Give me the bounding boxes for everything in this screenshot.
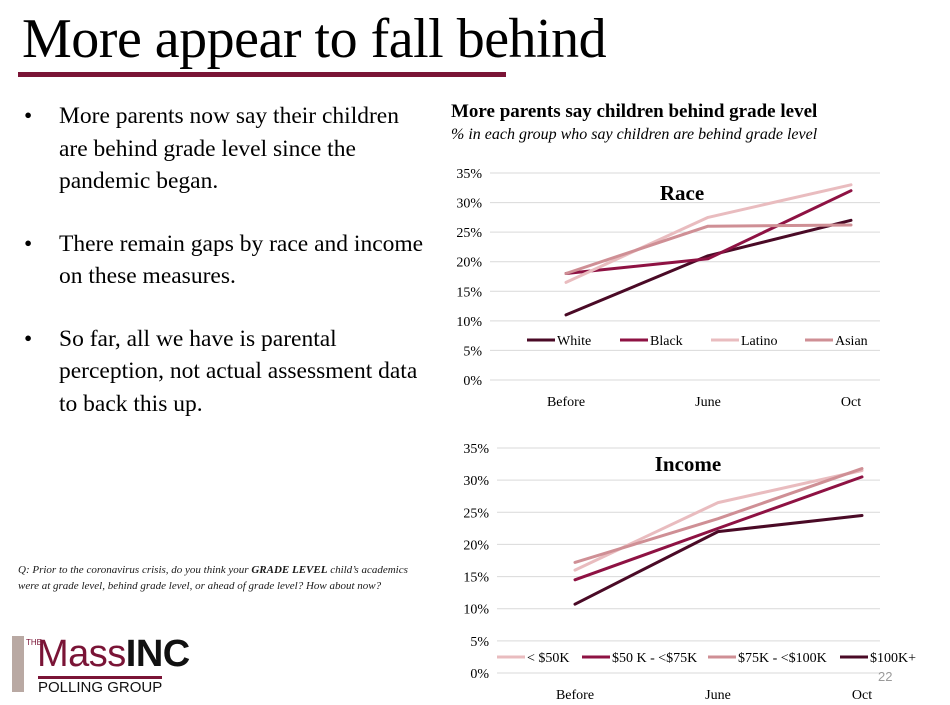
bullet-item: • There remain gaps by race and income o… [24, 228, 424, 293]
race-x-tick-label: Oct [841, 395, 861, 410]
chart-title: More parents say children behind grade l… [451, 101, 818, 122]
income-series-line-2 [573, 475, 864, 582]
bullet-item: • More parents now say their children ar… [24, 100, 424, 198]
question-suffix: child’s academics were at grade level, b… [18, 564, 408, 592]
income-y-tick-label: 30% [463, 474, 489, 489]
race-y-tick-label: 20% [456, 256, 482, 271]
income-y-tick-label: 25% [463, 506, 489, 521]
race-y-tick-label: 15% [456, 285, 482, 300]
race-y-tick-label: 25% [456, 226, 482, 241]
logo-the: THE [26, 638, 42, 647]
bullet-marker: • [24, 325, 33, 352]
race-legend-label: Latino [741, 334, 778, 349]
income-series-line-4 [573, 514, 864, 606]
logo-bar [12, 636, 24, 692]
race-x-tick-label: June [695, 395, 721, 410]
income-y-tick-label: 5% [470, 635, 489, 650]
race-y-tick-label: 35% [456, 167, 482, 182]
logo-inc: INC [125, 633, 190, 675]
race-y-tick-label: 5% [463, 344, 482, 359]
bullet-text: So far, all we have is parental percepti… [59, 325, 418, 417]
bullet-text: More parents now say their children are … [59, 103, 399, 194]
slide-title: More appear to fall behind [22, 8, 607, 70]
bullet-list: • More parents now say their children ar… [24, 100, 424, 450]
income-y-tick-label: 15% [463, 571, 489, 586]
title-underline [18, 72, 506, 77]
income-y-tick-label: 35% [463, 442, 489, 457]
logo-mass: Mass [37, 633, 126, 675]
income-y-tick-label: 10% [463, 603, 489, 618]
race-legend-label: White [557, 334, 591, 349]
question-prefix: Q: Prior to the coronavirus crisis, do y… [18, 564, 252, 576]
race-series-line-1 [564, 218, 853, 317]
survey-question: Q: Prior to the coronavirus crisis, do y… [18, 562, 408, 594]
income-legend-label: $75K - <$100K [738, 651, 827, 666]
logo-wordmark: MassINC [37, 632, 190, 676]
race-series-line-3 [564, 183, 853, 284]
income-panel-title: Income [655, 452, 722, 476]
income-x-tick-label: Before [556, 688, 594, 703]
logo-polling-group: POLLING GROUP [38, 676, 163, 697]
race-legend-label: Asian [835, 334, 868, 349]
race-x-tick-label: Before [547, 395, 585, 410]
race-legend-label: Black [650, 334, 683, 349]
race-series-line-2 [564, 189, 853, 275]
bullet-text: There remain gaps by race and income on … [59, 230, 424, 290]
income-x-tick-label: Oct [852, 688, 872, 703]
race-y-tick-label: 30% [456, 197, 482, 212]
income-series-line-3 [573, 467, 864, 564]
income-legend-label: < $50K [527, 651, 570, 666]
income-y-tick-label: 20% [463, 538, 489, 553]
bullet-marker: • [24, 103, 33, 129]
income-x-tick-label: June [705, 688, 731, 703]
race-y-tick-label: 0% [463, 374, 482, 389]
massinc-logo: THE MassINC POLLING GROUP [12, 633, 222, 697]
race-y-tick-label: 10% [456, 315, 482, 330]
page-number: 22 [878, 669, 893, 684]
bullet-marker: • [24, 230, 33, 257]
income-legend-label: $50 K - <$75K [612, 651, 697, 666]
chart-header: More parents say children behind grade l… [451, 100, 941, 145]
bullet-item: • So far, all we have is parental percep… [24, 323, 424, 421]
chart-subtitle: % in each group who say children are beh… [451, 126, 818, 143]
income-y-tick-label: 0% [470, 667, 489, 682]
income-legend-label: $100K+ [870, 651, 916, 666]
race-series-line-4 [564, 223, 853, 275]
race-panel-title: Race [660, 181, 704, 205]
question-emphasis: GRADE LEVEL [251, 564, 328, 576]
